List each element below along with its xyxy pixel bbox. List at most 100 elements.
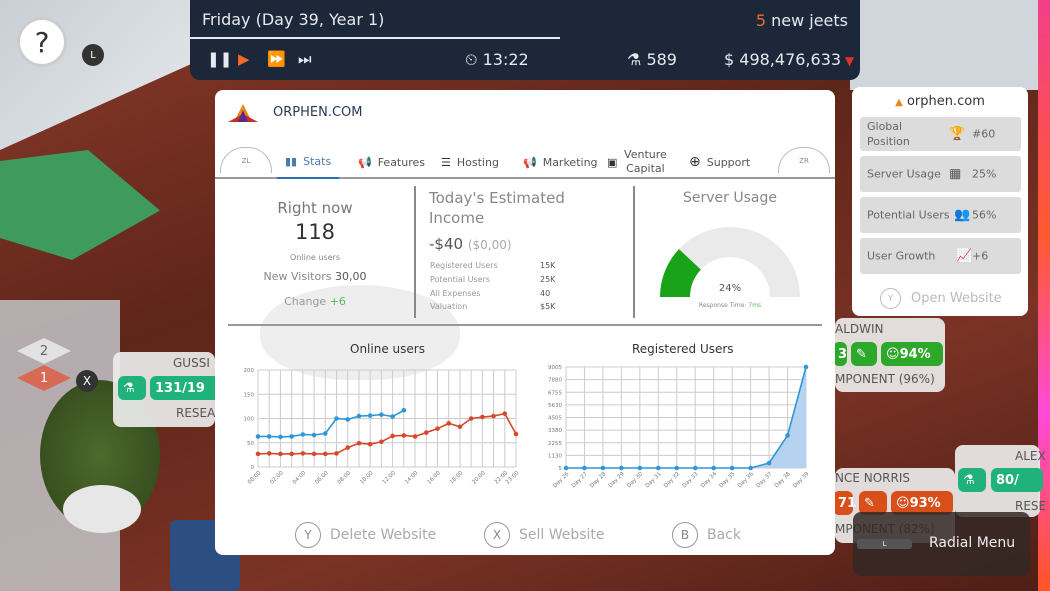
- trend-icon: 📈: [956, 248, 973, 264]
- happiness-value: 93%: [909, 495, 941, 511]
- value: +6: [972, 249, 989, 263]
- sub-value: ($0,00): [467, 238, 512, 252]
- orphen-logo: ▲: [895, 97, 903, 108]
- skip-button[interactable]: ⏭: [298, 50, 312, 68]
- income-section: Today's Estimated Income -$40 ($0,00) Re…: [415, 185, 635, 318]
- radial-menu-label: Radial Menu: [929, 535, 1016, 551]
- tab-label: Stats: [303, 154, 332, 168]
- tab-hosting[interactable]: ☰ Hosting: [441, 145, 499, 179]
- employee-card[interactable]: ALDWIN 3 ✎ ☺ 94% MPONENT (96%): [833, 318, 945, 392]
- x-tick-label: Day 36: [737, 471, 755, 489]
- data-point: [278, 434, 283, 440]
- value: $5K: [540, 302, 556, 311]
- data-point: [711, 465, 716, 471]
- data-point: [401, 407, 407, 413]
- users-icon: [260, 285, 460, 380]
- tab-label: Features: [377, 155, 426, 169]
- x-tick-label: Day 33: [682, 471, 700, 489]
- value: 40: [540, 289, 551, 298]
- label: Valuation: [430, 302, 468, 311]
- data-point: [266, 434, 272, 439]
- data-point: [334, 416, 339, 421]
- l-button-badge: L: [857, 539, 912, 549]
- y-tick-label: 2255: [548, 441, 562, 447]
- data-point: [637, 465, 643, 471]
- label: Global Position: [867, 120, 910, 148]
- zr-button[interactable]: ZR: [778, 147, 830, 173]
- x-tick-label: Day 38: [774, 471, 792, 489]
- delete-website-button[interactable]: Y Delete Website: [295, 522, 436, 548]
- label: Change: [284, 295, 330, 308]
- tab-stats[interactable]: ▮▮ Stats: [277, 145, 340, 179]
- tab-support[interactable]: ⊕ Support: [689, 145, 750, 179]
- x-tick-label: 16:00: [426, 470, 442, 486]
- happiness-value: 94%: [899, 346, 931, 362]
- pause-button[interactable]: ❚❚: [207, 50, 233, 68]
- value: -$40: [429, 235, 464, 253]
- divider: [633, 186, 635, 318]
- close-floor-button[interactable]: X: [76, 370, 98, 392]
- value: #60: [972, 127, 996, 141]
- play-button[interactable]: ▶: [238, 50, 250, 68]
- data-point: [502, 411, 508, 416]
- x-tick-label: Day 39: [792, 471, 810, 489]
- data-point: [356, 413, 362, 419]
- y-button-icon: Y: [295, 522, 321, 548]
- money[interactable]: $ 498,476,633 ▼: [724, 50, 854, 69]
- x-tick-label: 10:00: [359, 470, 375, 486]
- employee-card[interactable]: GUSSI ⚗ 131/19 RESEA: [113, 352, 220, 427]
- employee-name: GUSSI: [173, 356, 210, 370]
- right-now-section: Right now 118 Online users New Visitors …: [215, 185, 460, 380]
- y-tick-label: 9005: [548, 365, 562, 371]
- value: 15K: [540, 261, 556, 270]
- data-point: [435, 426, 440, 431]
- x-tick-label: Day 27: [571, 471, 589, 489]
- income-row: Potential Users 25K: [430, 275, 580, 284]
- radial-menu-hint[interactable]: L Radial Menu: [853, 512, 1030, 576]
- series-line: [257, 412, 517, 455]
- y-tick-label: 1130: [548, 453, 562, 459]
- sell-website-button[interactable]: X Sell Website: [484, 522, 605, 548]
- employee-stat: 3: [833, 342, 847, 366]
- data-point: [785, 433, 790, 438]
- data-point: [266, 451, 272, 456]
- data-point: [334, 451, 339, 456]
- notifications[interactable]: 5 new jeets: [756, 11, 848, 30]
- data-point: [390, 433, 395, 439]
- open-website-button[interactable]: Y Open Website: [880, 288, 1002, 309]
- data-point: [323, 451, 328, 457]
- data-point: [367, 413, 373, 418]
- label: All Expenses: [430, 289, 481, 298]
- data-point: [345, 417, 351, 422]
- divider: [190, 37, 560, 39]
- employee-card[interactable]: ALEX ⚗ 80/ RESE: [955, 445, 1046, 517]
- tab-features[interactable]: 📢 Features: [358, 145, 425, 179]
- employee-name: ALEX: [1015, 449, 1046, 463]
- employee-stat: 131/19: [150, 376, 220, 400]
- tab-marketing[interactable]: 📢 Marketing: [523, 145, 598, 179]
- data-point: [300, 451, 306, 456]
- x-tick-label: Day 34: [700, 471, 718, 489]
- trophy-icon: 🏆: [949, 126, 966, 142]
- x-tick-label: Day 32: [663, 471, 681, 489]
- help-button[interactable]: ?: [17, 17, 67, 67]
- value: +6: [329, 295, 346, 308]
- bar-chart-icon: ▮▮: [285, 154, 298, 168]
- time-value: 13:22: [482, 50, 529, 69]
- data-point: [311, 451, 317, 457]
- fast-forward-button[interactable]: ⏩: [267, 50, 286, 68]
- x-tick-label: Day 28: [589, 471, 607, 489]
- y-tick-label: 200: [244, 368, 255, 374]
- tab-venture-capital[interactable]: ▣ Venture Capital: [607, 145, 667, 179]
- x-tick-label: 18:00: [449, 470, 465, 486]
- employee-role: RESEA: [176, 406, 216, 420]
- data-point: [412, 434, 418, 439]
- money-value: $ 498,476,633: [724, 50, 842, 69]
- zl-button[interactable]: ZL: [220, 147, 272, 173]
- back-button[interactable]: B Back: [672, 522, 741, 548]
- data-point: [513, 431, 519, 437]
- clock-icon: ⏲: [465, 50, 478, 69]
- data-point: [289, 434, 294, 439]
- tab-label: Hosting: [456, 155, 499, 169]
